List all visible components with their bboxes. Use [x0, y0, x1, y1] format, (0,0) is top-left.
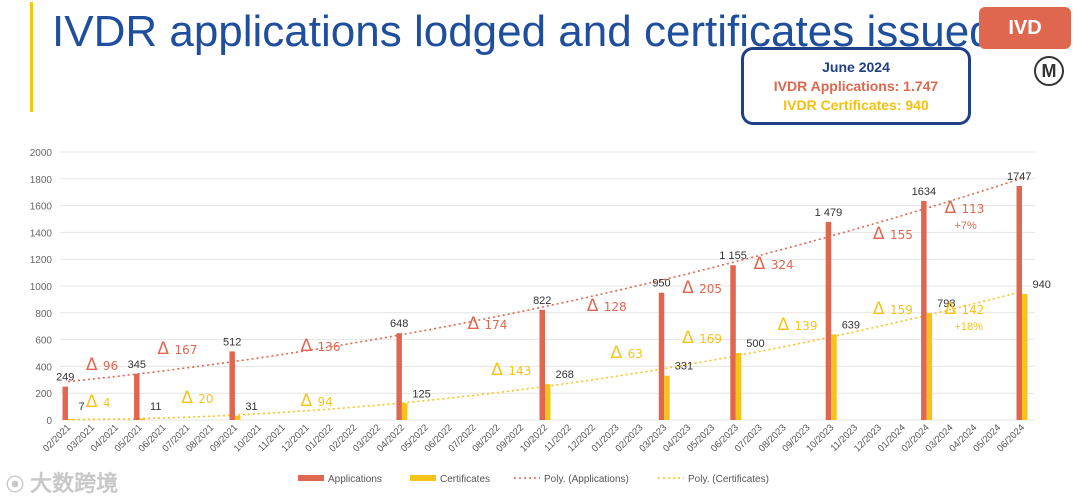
- data-label-applications: 1 479: [815, 207, 843, 219]
- delta-applications: Δ 128: [587, 296, 627, 316]
- summary-date: June 2024: [822, 59, 890, 75]
- delta-certificates: Δ 143: [491, 360, 531, 380]
- delta-certificates: Δ 63: [611, 343, 643, 363]
- y-tick-label: 2000: [30, 148, 53, 159]
- data-label-certificates: 31: [245, 401, 257, 413]
- summary-applications: IVDR Applications: 1.747: [773, 78, 939, 94]
- bar-applications: [396, 333, 402, 420]
- bar-certificates: [735, 353, 742, 420]
- delta-applications: Δ 113: [944, 198, 984, 218]
- delta-certificates: Δ 142: [944, 299, 984, 319]
- delta-certificates: Δ 139: [778, 315, 818, 335]
- data-label-applications: 648: [390, 318, 408, 330]
- legend-label: Certificates: [440, 474, 490, 485]
- watermark-text: 大数跨境: [30, 471, 119, 496]
- bar-certificates: [664, 375, 670, 420]
- summary-certificates: IVDR Certificates: 940: [783, 97, 929, 113]
- data-label-certificates: 125: [412, 388, 430, 400]
- ivdr-chart: 020040060080010001200140016001800200002/…: [30, 148, 1051, 485]
- delta-applications: Δ 167: [157, 339, 197, 359]
- bar-applications: [825, 221, 832, 420]
- data-label-applications: 822: [533, 295, 551, 307]
- bar-certificates: [401, 403, 408, 420]
- bar-applications: [1016, 185, 1022, 420]
- data-label-applications: 950: [652, 278, 670, 290]
- bar-applications: [921, 201, 927, 420]
- data-label-certificates: 500: [746, 338, 764, 350]
- delta-applications: Δ 174: [467, 314, 507, 334]
- legend-label: Poly. (Applications): [544, 474, 629, 485]
- delta-applications: Δ 205: [682, 278, 722, 298]
- ivd-badge: IVD: [979, 7, 1071, 49]
- delta-certificates: Δ 159: [873, 299, 913, 319]
- delta-applications: Δ 96: [86, 355, 118, 375]
- watermark: ⦿ 大数跨境: [6, 466, 118, 498]
- y-tick-label: 800: [35, 309, 52, 320]
- bar-certificates: [926, 313, 933, 420]
- data-label-applications: 1634: [912, 186, 936, 198]
- data-label-applications: 512: [223, 336, 241, 348]
- data-label-certificates: 268: [556, 369, 574, 381]
- legend-label: Applications: [328, 474, 382, 485]
- bar-applications: [658, 292, 665, 420]
- data-label-certificates: 798: [937, 298, 955, 310]
- delta-certificates: Δ 20: [181, 388, 213, 408]
- y-tick-label: 1600: [30, 202, 53, 213]
- data-label-certificates: 11: [150, 401, 161, 413]
- bar-applications: [229, 351, 235, 420]
- y-tick-label: 1800: [30, 175, 53, 186]
- delta-certificates: Δ 169: [682, 328, 722, 348]
- bar-applications: [134, 373, 140, 420]
- legend-label: Poly. (Certificates): [688, 474, 769, 485]
- bar-certificates: [545, 384, 551, 420]
- y-tick-label: 1200: [30, 255, 53, 266]
- y-tick-label: 200: [35, 389, 52, 400]
- y-tick-label: 0: [46, 416, 52, 427]
- bar-applications: [730, 265, 736, 420]
- delta-applications-pct: +7%: [954, 220, 977, 232]
- bar-applications: [539, 309, 545, 420]
- bar-certificates: [1022, 294, 1028, 420]
- data-label-certificates: 940: [1033, 279, 1051, 291]
- y-tick-label: 1400: [30, 228, 53, 239]
- delta-applications: Δ 324: [754, 254, 794, 274]
- title-accent-bar: [30, 2, 33, 112]
- legend-swatch: [298, 475, 324, 481]
- y-tick-label: 400: [35, 362, 52, 373]
- bar-certificates: [831, 334, 837, 420]
- data-label-applications: 1747: [1007, 171, 1031, 183]
- data-label-applications: 345: [128, 359, 146, 371]
- trendline-certificates: [67, 290, 1023, 421]
- bar-applications: [62, 386, 68, 420]
- delta-applications: Δ 155: [873, 224, 913, 244]
- data-label-certificates: 331: [675, 361, 693, 373]
- data-label-certificates: 7: [79, 401, 85, 413]
- bar-certificates: [68, 419, 74, 420]
- summary-box: June 2024 IVDR Applications: 1.747 IVDR …: [741, 47, 971, 125]
- y-tick-label: 600: [35, 336, 52, 347]
- data-label-applications: 249: [56, 372, 74, 384]
- delta-certificates: Δ 4: [86, 392, 111, 412]
- m-logo: M: [1034, 56, 1064, 86]
- y-tick-label: 1000: [30, 282, 53, 293]
- delta-applications: Δ 136: [301, 336, 341, 356]
- bar-certificates: [139, 418, 146, 420]
- delta-certificates-pct: +18%: [954, 321, 983, 333]
- watermark-icon: ⦿: [6, 475, 24, 495]
- data-label-certificates: 639: [842, 319, 860, 331]
- trendline-applications: [67, 177, 1023, 383]
- delta-certificates: Δ 94: [301, 391, 333, 411]
- bar-certificates: [234, 415, 241, 420]
- legend-swatch: [410, 475, 436, 481]
- data-label-applications: 1 155: [719, 250, 747, 262]
